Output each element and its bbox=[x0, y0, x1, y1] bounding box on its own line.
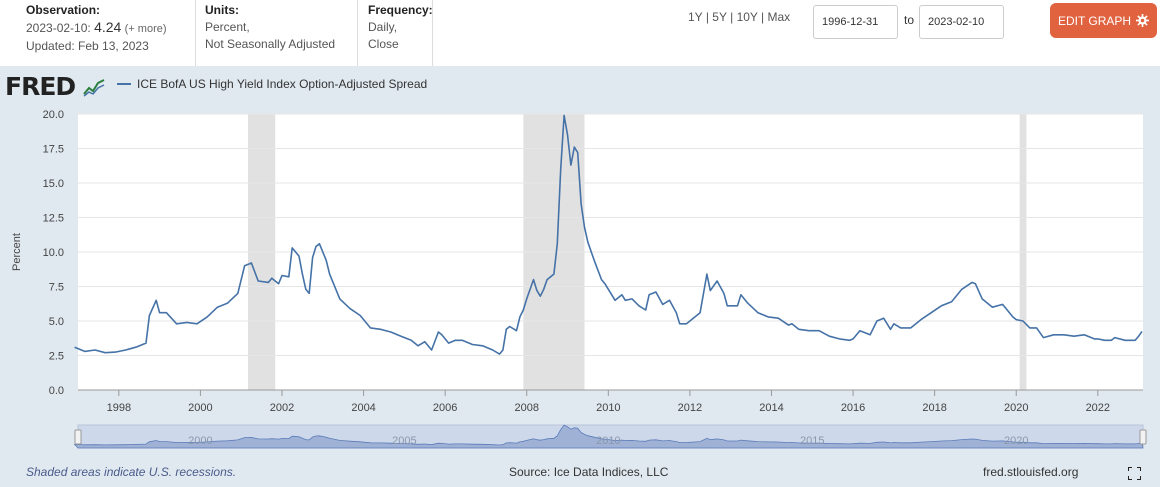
edit-graph-label: EDIT GRAPH bbox=[1057, 13, 1132, 28]
x-tick-label: 2008 bbox=[514, 402, 538, 414]
header-bar: Observation: 2023-02-10: 4.24 (+ more) U… bbox=[0, 0, 1160, 66]
x-tick-label: 2010 bbox=[596, 402, 620, 414]
updated-date: Updated: Feb 13, 2023 bbox=[26, 39, 149, 53]
divider bbox=[432, 0, 433, 66]
units-line-1: Percent, bbox=[205, 20, 250, 34]
fred-logo: FRED bbox=[5, 72, 105, 101]
recession-note: Shaded areas indicate U.S. recessions. bbox=[26, 465, 237, 479]
frequency-line-1: Daily, bbox=[368, 20, 398, 34]
divider bbox=[195, 0, 196, 66]
y-tick-label: 12.5 bbox=[43, 213, 64, 225]
x-tick-label: 2000 bbox=[188, 402, 212, 414]
range-separator: | bbox=[730, 10, 734, 24]
y-tick-label: 17.5 bbox=[43, 144, 64, 156]
legend-swatch bbox=[117, 83, 131, 85]
x-tick-label: 2016 bbox=[841, 402, 865, 414]
navigator-label: 2005 bbox=[392, 435, 416, 447]
x-tick-label: 2012 bbox=[678, 402, 702, 414]
units-line-2: Not Seasonally Adjusted bbox=[205, 37, 336, 51]
legend-series-name: ICE BofA US High Yield Index Option-Adju… bbox=[137, 77, 428, 91]
range-separator: | bbox=[761, 10, 765, 24]
fred-logo-text: FRED bbox=[5, 72, 76, 101]
units-block: Units: Percent, Not Seasonally Adjusted bbox=[205, 2, 335, 53]
start-date-input[interactable]: 1996-12-31 bbox=[813, 5, 898, 39]
observation-value: 4.24 bbox=[94, 19, 122, 35]
observation-label: Observation: bbox=[26, 3, 101, 17]
y-tick-label: 7.5 bbox=[49, 282, 64, 294]
navigator-handle[interactable] bbox=[1139, 429, 1147, 445]
range-5y-button[interactable]: 5Y bbox=[712, 10, 727, 24]
frequency-block: Frequency: Daily, Close bbox=[368, 2, 433, 53]
y-tick-label: 20.0 bbox=[43, 109, 64, 121]
y-tick-label: 2.5 bbox=[49, 351, 64, 363]
to-label: to bbox=[904, 13, 915, 27]
y-tick-label: 0.0 bbox=[49, 385, 64, 397]
x-tick-label: 2004 bbox=[351, 402, 375, 414]
edit-graph-button[interactable]: EDIT GRAPH bbox=[1050, 3, 1157, 38]
observation-more-link[interactable]: (+ more) bbox=[124, 23, 167, 35]
x-tick-label: 2020 bbox=[1004, 402, 1028, 414]
range-1y-button[interactable]: 1Y bbox=[688, 10, 703, 24]
y-tick-label: 10.0 bbox=[43, 247, 64, 259]
navigator-label: 2000 bbox=[188, 435, 212, 447]
frequency-line-2: Close bbox=[368, 37, 399, 51]
chart-legend: ICE BofA US High Yield Index Option-Adju… bbox=[117, 77, 427, 91]
units-label: Units: bbox=[205, 3, 239, 17]
navigator-handle[interactable] bbox=[74, 429, 82, 445]
range-selector: 1Y | 5Y | 10Y | Max bbox=[688, 10, 790, 24]
x-tick-label: 2006 bbox=[433, 402, 457, 414]
y-tick-label: 15.0 bbox=[43, 178, 64, 190]
divider bbox=[357, 0, 358, 66]
y-tick-label: 5.0 bbox=[49, 316, 64, 328]
range-10y-button[interactable]: 10Y bbox=[736, 10, 758, 24]
x-tick-label: 1998 bbox=[107, 402, 131, 414]
x-tick-label: 2022 bbox=[1086, 402, 1110, 414]
navigator-label: 2015 bbox=[800, 435, 824, 447]
x-tick-label: 2002 bbox=[270, 402, 294, 414]
observation-date: 2023-02-10: bbox=[26, 21, 91, 35]
range-separator: | bbox=[705, 10, 709, 24]
observation-block: Observation: 2023-02-10: 4.24 (+ more) U… bbox=[26, 2, 167, 55]
series-line bbox=[74, 114, 1143, 355]
x-tick-label: 2018 bbox=[922, 402, 946, 414]
fullscreen-icon[interactable] bbox=[1128, 467, 1141, 480]
end-date-input[interactable]: 2023-02-10 bbox=[919, 5, 1004, 39]
source-note: Source: Ice Data Indices, LLC bbox=[509, 465, 669, 479]
navigator-series bbox=[73, 424, 1144, 449]
navigator-label: 2020 bbox=[1004, 435, 1028, 447]
y-axis-title: Percent bbox=[11, 233, 23, 271]
frequency-label: Frequency: bbox=[368, 3, 433, 17]
site-link[interactable]: fred.stlouisfed.org bbox=[983, 465, 1079, 479]
trend-icon bbox=[82, 77, 105, 97]
gear-icon bbox=[1136, 14, 1150, 27]
x-tick-label: 2014 bbox=[759, 402, 783, 414]
navigator-label: 2010 bbox=[596, 435, 620, 447]
range-max-button[interactable]: Max bbox=[767, 10, 791, 24]
